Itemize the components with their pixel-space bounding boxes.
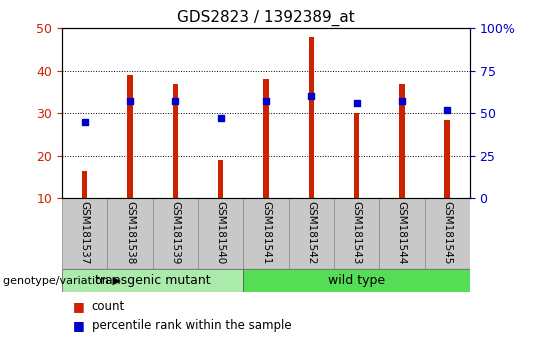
- Point: [80, 119, 89, 125]
- Bar: [82, 171, 87, 198]
- Bar: [62, 269, 244, 292]
- Bar: [334, 198, 379, 269]
- Bar: [444, 120, 450, 198]
- Text: GSM181544: GSM181544: [397, 200, 407, 264]
- Text: GSM181537: GSM181537: [80, 200, 90, 264]
- Text: GSM181542: GSM181542: [306, 200, 316, 264]
- Text: ■: ■: [73, 300, 85, 313]
- Text: GSM181543: GSM181543: [352, 200, 362, 264]
- Text: GSM181541: GSM181541: [261, 200, 271, 264]
- Text: genotype/variation ▶: genotype/variation ▶: [3, 275, 121, 286]
- Bar: [107, 198, 153, 269]
- Point: [443, 107, 451, 113]
- Bar: [62, 198, 107, 269]
- Bar: [244, 198, 288, 269]
- Bar: [263, 79, 269, 198]
- Bar: [308, 37, 314, 198]
- Point: [217, 115, 225, 121]
- Bar: [198, 198, 244, 269]
- Bar: [173, 84, 178, 198]
- Bar: [127, 75, 133, 198]
- Point: [352, 100, 361, 106]
- Bar: [379, 198, 424, 269]
- Text: GSM181545: GSM181545: [442, 200, 452, 264]
- Text: percentile rank within the sample: percentile rank within the sample: [92, 319, 292, 332]
- Bar: [399, 84, 404, 198]
- Text: GSM181538: GSM181538: [125, 200, 135, 264]
- Text: GSM181539: GSM181539: [170, 200, 180, 264]
- Text: count: count: [92, 300, 125, 313]
- Text: transgenic mutant: transgenic mutant: [95, 274, 211, 287]
- Point: [397, 98, 406, 104]
- Bar: [424, 198, 470, 269]
- Title: GDS2823 / 1392389_at: GDS2823 / 1392389_at: [177, 9, 355, 25]
- Bar: [354, 113, 359, 198]
- Bar: [288, 198, 334, 269]
- Point: [307, 93, 315, 99]
- Point: [126, 98, 134, 104]
- Point: [261, 98, 270, 104]
- Bar: [244, 269, 470, 292]
- Text: wild type: wild type: [328, 274, 385, 287]
- Point: [171, 98, 180, 104]
- Text: ■: ■: [73, 319, 85, 332]
- Bar: [218, 160, 224, 198]
- Text: GSM181540: GSM181540: [215, 201, 226, 264]
- Bar: [153, 198, 198, 269]
